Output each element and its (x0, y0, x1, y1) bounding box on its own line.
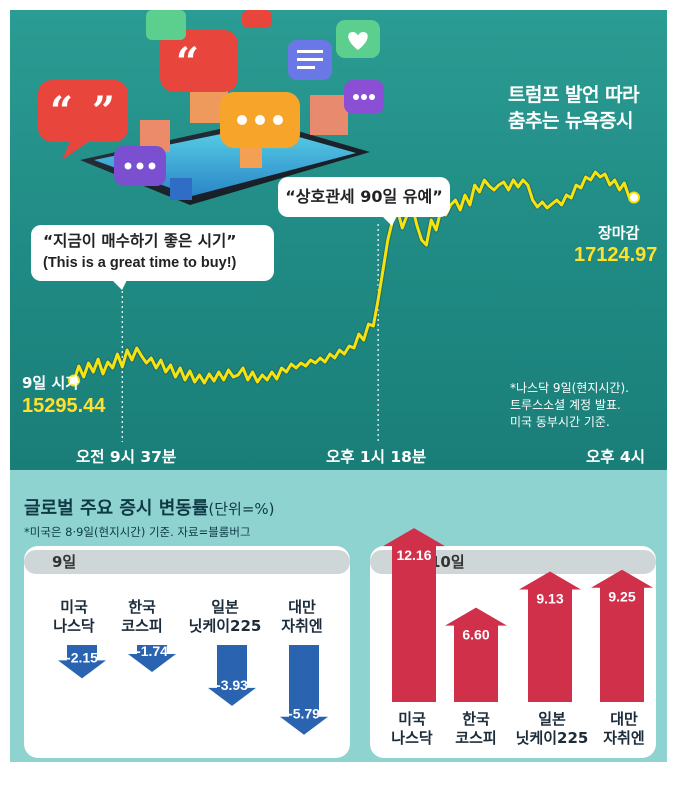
buy-callout-line1: “지금이 매수하기 좋은 시기” (43, 232, 237, 250)
price-line (72, 170, 634, 385)
time-label-0937: 오전 9시 37분 (76, 448, 177, 466)
svg-text:“: “ (176, 39, 199, 86)
market-label-tw: 대만 자취엔 (603, 710, 645, 747)
headline-line1: 트럼프 발언 따라 (508, 84, 640, 106)
footnote-line: 트루스소셜 계정 발표. (510, 398, 621, 412)
down-value-label: -2.15 (66, 649, 98, 665)
market-label-jp: 일본 닛케이225 (515, 710, 589, 747)
up-arrow-bar (383, 528, 445, 702)
indices-bar-chart: -2.15 -1.74 -3.93 -5.79 12.16 6.60 9.13 9.25 (58, 528, 653, 735)
market-label-tw: 대만 자취엔 (281, 598, 323, 635)
down-value-label: -1.74 (136, 643, 168, 659)
social-media-illustration: “ ” “ (38, 10, 384, 205)
down-arrow-bar (280, 645, 328, 735)
market-label-kr: 한국 코스피 (121, 598, 163, 635)
down-arrow-bar (128, 645, 176, 672)
chat-bubble-icon (344, 80, 384, 114)
heart-bubble-icon (336, 20, 380, 58)
market-label-us: 미국 나스닥 (53, 598, 95, 635)
nasdaq-line-chart (68, 169, 640, 442)
up-value-label: 9.25 (608, 589, 635, 605)
bubble-icon (146, 10, 186, 40)
close-label-title: 장마감 (598, 224, 640, 242)
up-value-label: 9.13 (536, 590, 563, 606)
market-label-kr: 한국 코스피 (455, 710, 497, 747)
quote-bubble-icon: “ (160, 30, 238, 92)
up-arrow-bar (445, 607, 507, 702)
buy-callout-line2: (This is a great time to buy!) (43, 255, 237, 271)
close-label-value: 17124.97 (574, 244, 658, 266)
source-note: *미국은 8·9일(현지시간) 기준. 자료=블룸버그 (24, 525, 251, 539)
document-bubble-icon (288, 40, 332, 80)
footnote-line: 미국 동부시간 기준. (510, 415, 610, 429)
callout-pointer (110, 278, 128, 290)
down-arrow-bar (58, 645, 106, 679)
global-indices-panel: 글로벌 주요 증시 변동률(단위=%) *미국은 8·9일(현지시간) 기준. … (10, 470, 667, 762)
headline-line2: 춤추는 뉴욕증시 (508, 110, 633, 132)
open-point (68, 374, 80, 387)
chat-bubble-icon (220, 92, 300, 148)
market-label-us: 미국 나스닥 (391, 710, 433, 747)
time-label-1600: 오후 4시 (586, 448, 645, 466)
time-label-1318: 오후 1시 18분 (326, 448, 427, 466)
down-value-label: -3.93 (216, 677, 248, 693)
cube-icon (170, 178, 192, 200)
quote-bubble-icon: “ ” (38, 80, 128, 160)
section-unit: (단위=%) (208, 500, 275, 518)
svg-text:”: ” (92, 88, 115, 135)
market-label-jp: 일본 닛케이225 (188, 598, 262, 635)
chat-bubble-icon (114, 146, 166, 186)
up-arrow-bar (591, 569, 653, 702)
footnote-line: *나스닥 9일(현지시간). (510, 381, 629, 395)
svg-text:“: “ (50, 88, 73, 135)
callout-pointer (380, 214, 398, 226)
down-arrow-bar (208, 645, 256, 706)
open-label-title: 9일 시가 (22, 374, 80, 392)
up-value-label: 12.16 (396, 547, 431, 563)
cube-icon (240, 148, 262, 168)
day9-header: 9일 (24, 550, 350, 574)
cube-icon (310, 95, 348, 135)
down-value-label: -5.79 (288, 706, 320, 722)
nasdaq-intraday-panel: “ ” “ 트럼프 발언 따라 춤추는 뉴욕증시 (10, 10, 667, 470)
footnote: *나스닥 9일(현지시간). 트루스소셜 계정 발표. 미국 동부시간 기준. (510, 380, 629, 431)
up-value-label: 6.60 (462, 627, 489, 643)
buy-callout: “지금이 매수하기 좋은 시기” (This is a great time t… (31, 225, 274, 281)
tariff-callout: “상호관세 90일 유예” (278, 177, 450, 217)
section-title-text: 글로벌 주요 증시 변동률 (24, 498, 209, 519)
open-label-value: 15295.44 (22, 395, 106, 417)
close-point (628, 191, 640, 204)
bubble-icon (242, 10, 272, 28)
up-arrow-bar (519, 571, 581, 702)
section-title: 글로벌 주요 증시 변동률(단위=%) (24, 494, 275, 520)
